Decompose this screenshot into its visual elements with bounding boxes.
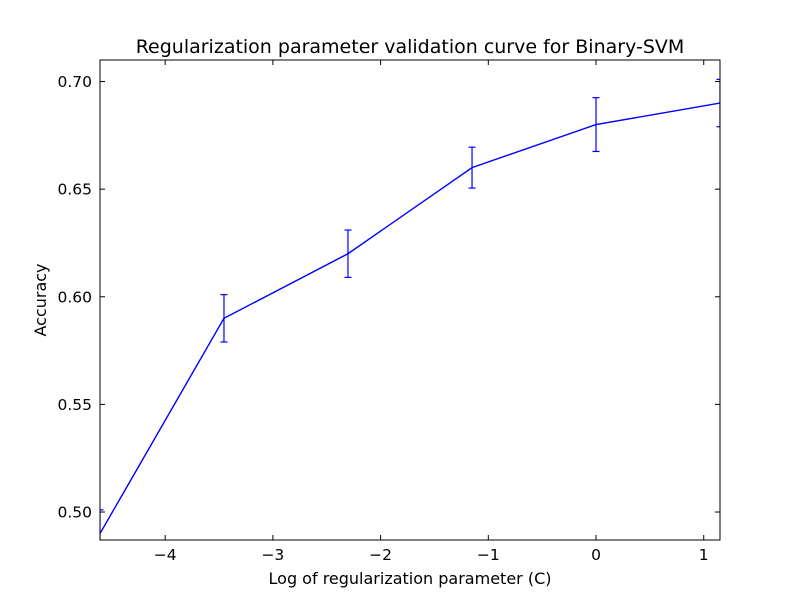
y-tick-label: 0.55	[57, 396, 92, 414]
x-tick-label: −4	[154, 546, 177, 564]
error-bar	[344, 229, 352, 278]
y-tick-label: 0.70	[57, 73, 92, 91]
axes-frame	[99, 59, 721, 541]
error-bar	[716, 78, 720, 128]
error-bar	[100, 509, 104, 540]
y-tick-label: 0.65	[57, 181, 92, 199]
y-axis-label: Accuracy	[31, 263, 50, 336]
series-line	[100, 102, 720, 534]
x-tick-label: −1	[477, 546, 500, 564]
error-bar	[468, 146, 476, 189]
error-bar	[592, 97, 600, 153]
x-axis-label: Log of regularization parameter (C)	[269, 569, 552, 588]
x-tick-label: 0	[591, 546, 601, 564]
y-tick-label: 0.60	[57, 288, 92, 306]
error-bar	[220, 294, 228, 343]
x-tick-label: 1	[699, 546, 709, 564]
chart-title: Regularization parameter validation curv…	[136, 36, 685, 58]
x-tick-label: −2	[369, 546, 392, 564]
y-tick-label: 0.50	[57, 504, 92, 522]
x-tick-label: −3	[261, 546, 284, 564]
plot-area: −4 −3 −2 −1 0 1 0.50 0.55 0.60 0.65 0.70	[57, 59, 721, 564]
